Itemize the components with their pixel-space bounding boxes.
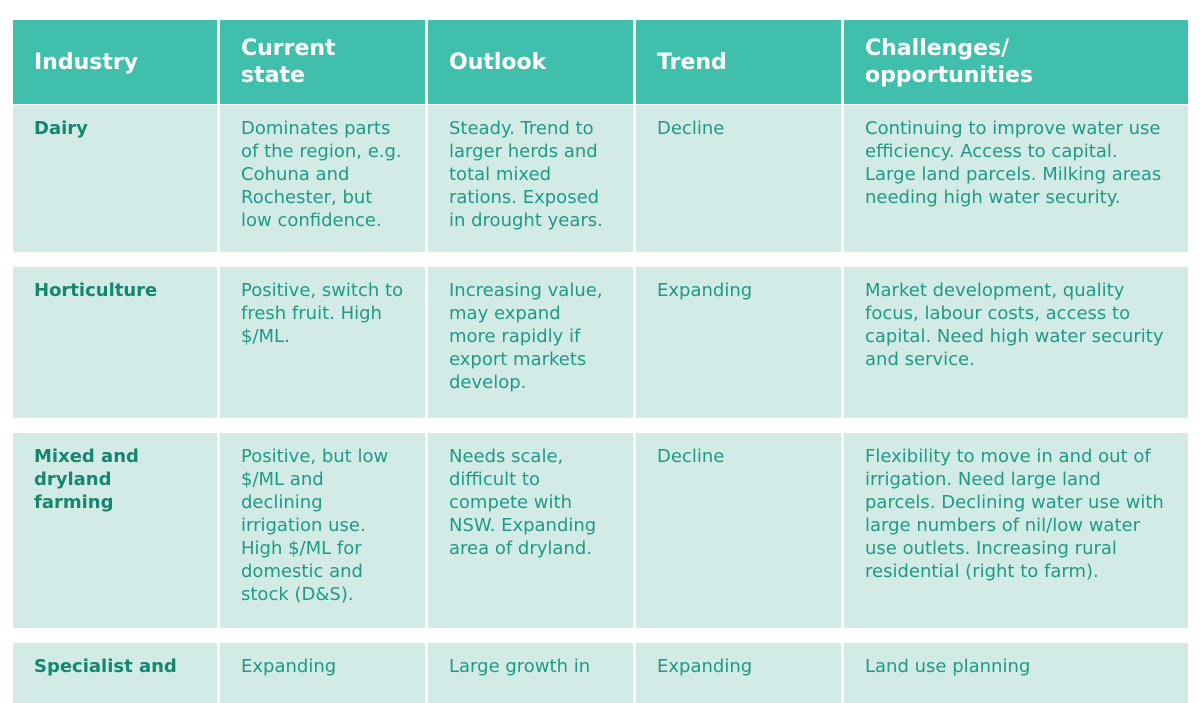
header-industry: Industry [13, 20, 217, 104]
current-state-cell: Dominates parts of the region, e.g. Cohu… [220, 105, 425, 252]
outlook-cell: Needs scale, difficult to compete with N… [428, 433, 633, 628]
row-divider [13, 252, 1188, 266]
current-state-cell: Positive, but low $/ML and declining irr… [220, 433, 425, 628]
table-header-row: Industry Current state Outlook Trend Cha… [13, 20, 1188, 104]
challenges-cell: Continuing to improve water use efficien… [844, 105, 1188, 252]
trend-cell: Decline [636, 105, 841, 252]
row-divider [13, 418, 1188, 432]
header-outlook: Outlook [428, 20, 633, 104]
header-current-state: Current state [220, 20, 425, 104]
outlook-cell: Increasing value, may expand more rapidl… [428, 267, 633, 418]
challenges-cell: Land use planning [844, 643, 1188, 703]
outlook-cell: Large growth in [428, 643, 633, 703]
industry-table: Industry Current state Outlook Trend Cha… [13, 20, 1188, 703]
current-state-cell: Expanding [220, 643, 425, 703]
table-row: Mixed and dryland farming Positive, but … [13, 433, 1188, 628]
table-row: Specialist and Expanding Large growth in… [13, 643, 1188, 703]
trend-cell: Decline [636, 433, 841, 628]
header-challenges: Challenges/ opportunities [844, 20, 1188, 104]
trend-cell: Expanding [636, 267, 841, 418]
industry-cell: Dairy [13, 105, 217, 252]
challenges-cell: Market development, quality focus, labou… [844, 267, 1188, 418]
trend-cell: Expanding [636, 643, 841, 703]
header-trend: Trend [636, 20, 841, 104]
table-row: Dairy Dominates parts of the region, e.g… [13, 105, 1188, 252]
row-divider [13, 628, 1188, 642]
industry-cell: Mixed and dryland farming [13, 433, 217, 628]
current-state-cell: Positive, switch to fresh fruit. High $/… [220, 267, 425, 418]
table-row: Horticulture Positive, switch to fresh f… [13, 267, 1188, 418]
industry-cell: Horticulture [13, 267, 217, 418]
outlook-cell: Steady. Trend to larger herds and total … [428, 105, 633, 252]
industry-cell: Specialist and [13, 643, 217, 703]
challenges-cell: Flexibility to move in and out of irriga… [844, 433, 1188, 628]
